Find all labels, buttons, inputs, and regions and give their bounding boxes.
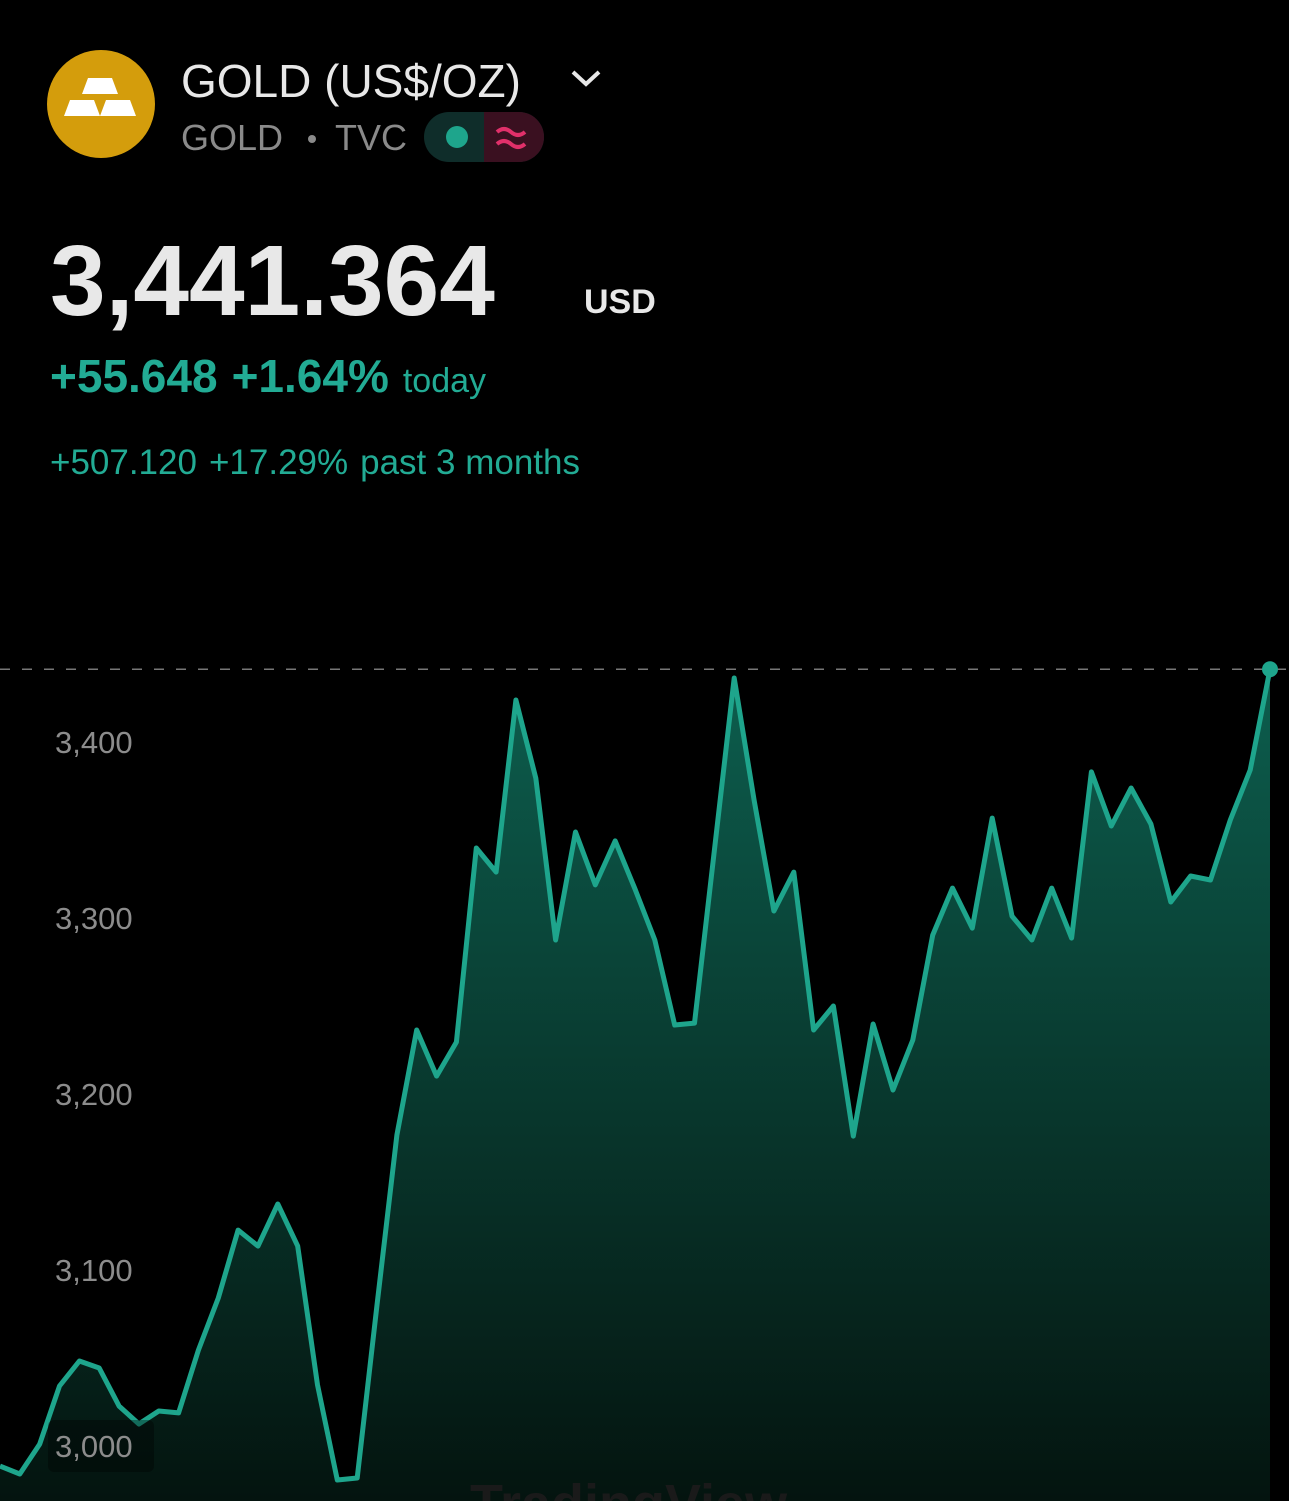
dropdown-chevron[interactable] — [571, 70, 601, 87]
delayed-icon — [495, 127, 527, 149]
header: GOLD (US$/OZ) GOLD TVC 3,441.364 USD +55… — [47, 50, 656, 482]
price-line — [0, 668, 1273, 1483]
change-value: +55.648 — [50, 350, 218, 402]
symbol-code: GOLD — [181, 117, 283, 158]
status-badge-right — [484, 112, 544, 162]
y-tick-label: 3,000 — [55, 1429, 133, 1464]
range-label: past 3 months — [360, 443, 580, 482]
y-tick-label: 3,300 — [55, 901, 133, 936]
last-price-dot — [1262, 661, 1278, 678]
area-fill — [0, 669, 1270, 1501]
separator — [308, 135, 316, 143]
exchange: TVC — [335, 117, 407, 158]
y-tick-bg — [48, 716, 154, 769]
y-tick-bg — [48, 1244, 154, 1297]
watermark: TradingView — [470, 1474, 788, 1501]
price: 3,441.364 — [50, 225, 495, 337]
range-pct: +17.29% — [209, 443, 348, 482]
change-today: +55.648 +1.64% today — [50, 350, 486, 402]
y-tick-bg — [48, 1068, 154, 1121]
currency: USD — [584, 283, 656, 321]
y-tick-label: 3,200 — [55, 1077, 133, 1112]
change-pct: +1.64% — [232, 350, 389, 402]
y-tick-label: 3,100 — [55, 1253, 133, 1288]
logo — [47, 50, 155, 158]
market-open-dot — [446, 126, 468, 148]
logo-bars — [64, 78, 136, 116]
plot — [0, 668, 1273, 1501]
y-tick-bg — [48, 1420, 154, 1473]
change-period: today — [403, 362, 486, 400]
y-tick-label: 3,400 — [55, 725, 133, 760]
range-value: +507.120 — [50, 443, 197, 482]
change-range: +507.120 +17.29% past 3 months — [50, 443, 580, 482]
symbol-title[interactable]: GOLD (US$/OZ) — [181, 55, 521, 107]
y-tick-bg — [48, 892, 154, 945]
